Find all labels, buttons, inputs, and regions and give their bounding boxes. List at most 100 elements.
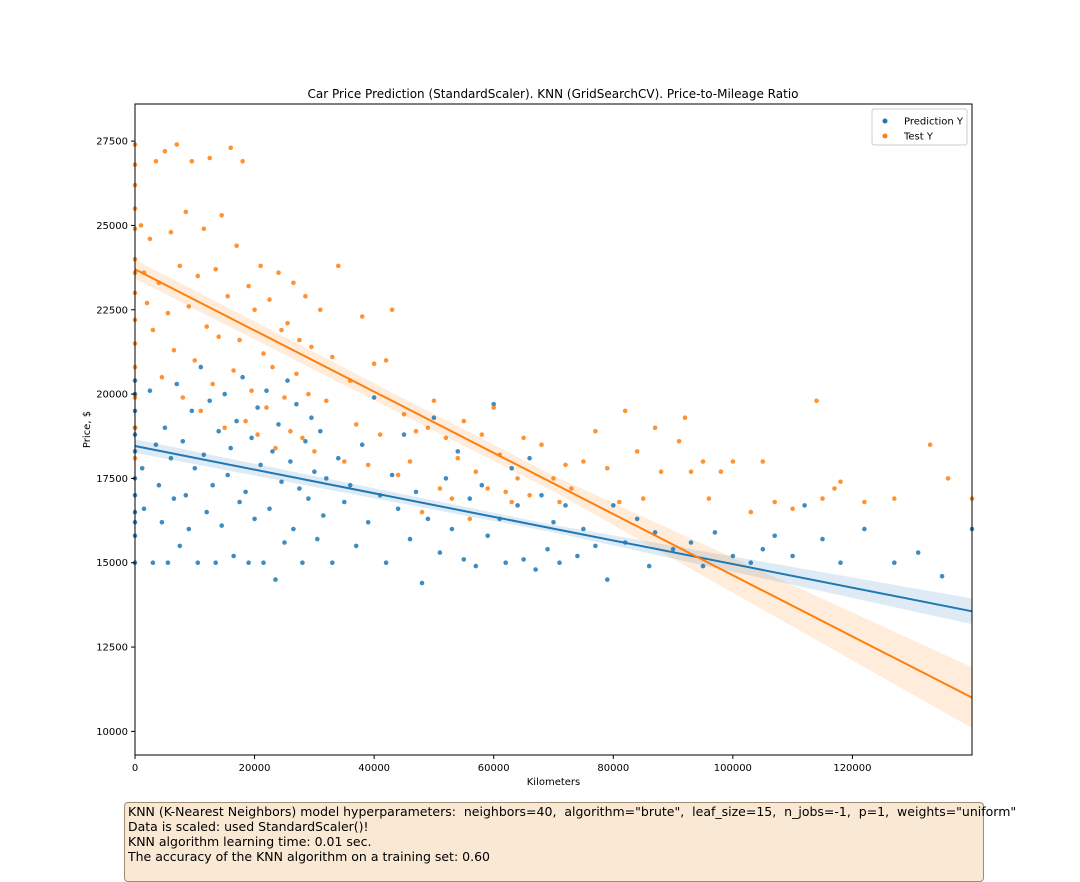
point-test-y [652,425,658,431]
point-test-y [706,496,712,501]
point-prediction-y [353,543,359,549]
point-prediction-y [315,536,320,542]
point-test-y [189,159,195,164]
legend-box [871,108,968,146]
point-prediction-y [419,580,425,586]
point-prediction-y [219,523,224,528]
point-prediction-y [258,462,263,468]
point-test-y [353,422,359,427]
point-prediction-y [509,466,514,471]
point-test-y [371,361,377,367]
point-prediction-y [437,550,443,555]
point-prediction-y [838,560,843,565]
point-prediction-y [168,455,174,461]
point-test-y [297,337,302,343]
point-prediction-y [383,560,389,565]
point-prediction-y [249,435,254,441]
point-prediction-y [563,503,568,508]
legend-label-prediction-y: Prediction Y [904,117,964,128]
point-test-y [383,358,389,363]
point-prediction-y [288,459,293,464]
point-test-y [204,324,209,329]
point-test-y [198,408,204,414]
point-test-y [282,395,287,400]
point-test-y [425,425,431,431]
point-prediction-y [473,563,479,569]
point-test-y [177,263,183,269]
point-prediction-y [162,425,168,431]
point-test-y [273,445,278,451]
point-test-y [862,499,867,505]
point-test-y [473,469,479,475]
point-test-y [389,307,395,313]
point-prediction-y [255,405,260,410]
model-info-box: KNN (K-Nearest Neighbors) model hyperpar… [124,802,1016,882]
point-prediction-y [551,520,556,525]
point-prediction-y [273,577,278,582]
point-test-y [312,449,317,454]
point-prediction-y [291,526,296,532]
point-prediction-y [431,415,437,421]
point-prediction-y [748,560,754,565]
point-prediction-y [634,516,640,522]
point-prediction-y [150,560,156,565]
point-prediction-y [503,560,509,565]
info-line-accuracy: The accuracy of the KNN algorithm on a t… [128,849,490,864]
point-prediction-y [312,469,317,475]
point-prediction-y [461,557,467,562]
point-prediction-y [413,489,419,495]
point-test-y [213,267,218,272]
point-test-y [640,496,646,501]
point-prediction-y [174,381,180,387]
point-prediction-y [670,546,676,552]
point-test-y [342,459,347,464]
point-prediction-y [575,553,580,559]
point-prediction-y [228,445,233,451]
point-test-y [814,398,819,404]
point-test-y [551,476,556,481]
point-prediction-y [231,553,236,559]
point-test-y [581,459,586,464]
info-line-learning-time: KNN algorithm learning time: 0.01 sec. [128,834,372,849]
point-test-y [171,347,177,353]
point-prediction-y [395,506,401,512]
point-test-y [252,307,257,313]
point-test-y [261,351,266,356]
point-prediction-y [557,560,562,565]
y-tick-label: 17500 [96,474,128,485]
point-test-y [593,428,598,434]
point-prediction-y [515,503,520,508]
point-test-y [617,499,622,505]
point-prediction-y [479,482,485,488]
point-prediction-y [294,401,299,407]
point-prediction-y [261,560,266,565]
point-test-y [437,486,443,491]
point-test-y [147,236,153,242]
point-test-y [183,209,189,215]
point-test-y [569,486,574,491]
point-prediction-y [652,530,658,535]
point-prediction-y [139,466,145,471]
point-test-y [485,486,491,491]
point-prediction-y [700,563,706,569]
point-prediction-y [270,449,275,454]
x-tick-label: 80000 [597,763,629,774]
point-test-y [515,476,520,481]
point-prediction-y [646,563,652,569]
point-prediction-y [192,466,198,471]
point-prediction-y [159,520,165,525]
x-tick-label: 0 [132,763,138,774]
point-test-y [431,398,437,404]
point-test-y [557,499,562,505]
point-test-y [294,371,299,377]
point-prediction-y [321,513,326,518]
y-tick-label: 22500 [96,305,128,316]
point-test-y [210,381,215,387]
point-test-y [240,159,245,164]
point-prediction-y [225,472,230,478]
point-test-y [838,479,843,485]
point-test-y [207,155,212,161]
point-test-y [676,439,682,444]
point-prediction-y [240,374,245,380]
point-test-y [945,476,951,481]
